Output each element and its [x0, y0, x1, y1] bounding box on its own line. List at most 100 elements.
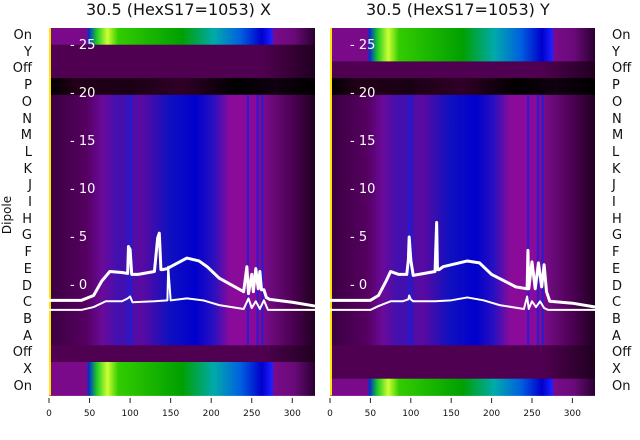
stripe	[407, 94, 410, 346]
inner-y-tick-label: - 15	[350, 134, 375, 149]
inner-y-tick-label: - 0	[350, 278, 367, 293]
x-tick-label: 300	[284, 409, 301, 419]
inner-y-tick-label: - 10	[70, 182, 95, 197]
heatmap-row	[330, 378, 595, 396]
row-label: O	[21, 94, 32, 110]
heatmap-row	[330, 195, 595, 213]
x-tick-label: 50	[84, 409, 96, 419]
heatmap-row	[49, 278, 315, 296]
row-label: On	[612, 28, 631, 43]
x-tick-label: 200	[203, 409, 220, 419]
row-label: P	[24, 78, 32, 94]
series-line-upper	[49, 231, 316, 308]
heatmap-row	[330, 278, 595, 296]
row-label: On	[13, 378, 32, 394]
heatmap-row	[330, 311, 595, 330]
x-tick-label: 300	[564, 409, 581, 419]
heatmap-row	[49, 378, 315, 396]
row-label: X	[23, 362, 32, 377]
heatmap-row	[49, 362, 315, 380]
x-tick-label: 250	[243, 409, 260, 419]
x-tick-label: 100	[402, 409, 419, 419]
heatmap-row	[330, 211, 595, 229]
heatmap-row	[330, 228, 595, 246]
heatmap-panel-y: - 0 - 5 - 10 - 15 - 20 - 25 0 50 100 150 200 250 300	[327, 28, 596, 419]
row-label: L	[24, 144, 32, 160]
heatmap-row	[49, 345, 315, 363]
inner-y-tick-label: - 5	[70, 230, 87, 245]
row-label: J	[28, 178, 32, 194]
x-tick-label: 100	[122, 409, 139, 419]
row-label: Off	[12, 345, 32, 361]
stripe	[527, 94, 530, 346]
row-label: K	[612, 161, 621, 177]
row-label: L	[612, 144, 620, 160]
row-label: A	[23, 328, 32, 344]
heatmap-row	[330, 78, 595, 96]
heatmap-row	[49, 78, 315, 96]
row-label: C	[22, 295, 32, 311]
x-tick-label: 50	[365, 409, 377, 419]
heatmap-row	[49, 111, 315, 129]
series-line-lower	[49, 265, 315, 311]
stripe	[256, 94, 259, 346]
heatmap-row	[49, 261, 315, 279]
inner-y-tick-label: - 25	[350, 38, 375, 53]
row-label: B	[23, 311, 32, 327]
row-label: O	[612, 94, 623, 110]
inner-y-tick-label: - 20	[350, 86, 375, 101]
heatmap-row	[49, 211, 315, 229]
row-label: P	[612, 78, 620, 94]
stripe	[246, 94, 249, 346]
row-label: D	[612, 278, 623, 294]
row-label: F	[612, 245, 620, 261]
row-label: E	[612, 261, 621, 277]
row-label: M	[20, 128, 32, 144]
row-label: N	[612, 111, 622, 127]
heatmap-row	[49, 195, 315, 213]
row-label: E	[23, 261, 32, 277]
stripe	[126, 94, 129, 346]
heatmap-row	[49, 44, 315, 62]
heatmap-row	[49, 328, 315, 346]
row-label: A	[612, 328, 621, 344]
right-title: 30.5 (HexS17=1053) Y	[366, 0, 550, 19]
row-label: B	[612, 311, 621, 327]
inner-y-tick-label: - 5	[350, 230, 367, 245]
row-label: Y	[612, 44, 620, 60]
row-label: I	[612, 195, 616, 210]
row-label: J	[612, 178, 616, 194]
heatmap-row	[330, 44, 595, 62]
heatmap-row	[330, 362, 595, 380]
row-label: I	[28, 195, 32, 210]
inner-y-tick-label: - 20	[70, 86, 95, 101]
heatmap-row	[49, 228, 315, 246]
row-label: K	[23, 161, 32, 177]
left-title: 30.5 (HexS17=1053) X	[86, 0, 271, 19]
heatmap-panel-x: - 0 - 5 - 10 - 15 - 20 - 25 0 50 100 150 200 250 300	[46, 28, 316, 419]
heatmap-row	[330, 61, 595, 79]
stripe	[410, 94, 413, 346]
heatmap-row	[49, 311, 315, 330]
row-label: H	[612, 211, 622, 227]
row-label: G	[612, 228, 623, 244]
stripe	[261, 94, 264, 346]
row-label: G	[21, 228, 32, 244]
heatmap-row	[330, 111, 595, 129]
inner-y-tick-label: - 25	[70, 38, 95, 53]
heatmap-row	[49, 28, 315, 46]
row-label: D	[21, 278, 32, 294]
heatmap-row	[49, 61, 315, 79]
heatmap-row	[49, 161, 315, 179]
row-label: H	[22, 211, 32, 227]
row-label: Off	[612, 345, 632, 361]
row-label: X	[612, 362, 621, 377]
row-label: Y	[24, 44, 32, 60]
x-tick-label: 250	[523, 409, 540, 419]
series-line-upper	[330, 221, 596, 309]
heatmap-row	[330, 345, 595, 363]
inner-y-tick-label: - 0	[70, 278, 87, 293]
row-label: F	[24, 245, 32, 261]
x-tick-label: 0	[46, 409, 52, 419]
